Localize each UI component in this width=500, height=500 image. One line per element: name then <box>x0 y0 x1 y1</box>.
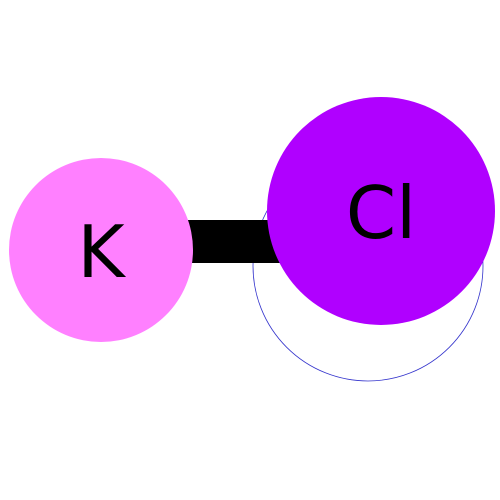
atom-potassium-sphere <box>9 158 193 342</box>
atom-potassium-label: K <box>77 210 126 294</box>
atom-potassium: K <box>9 158 193 342</box>
atom-chlorine-sphere <box>267 97 495 325</box>
atom-chlorine-label: Cl <box>346 171 416 255</box>
atom-chlorine: Cl <box>267 97 495 325</box>
